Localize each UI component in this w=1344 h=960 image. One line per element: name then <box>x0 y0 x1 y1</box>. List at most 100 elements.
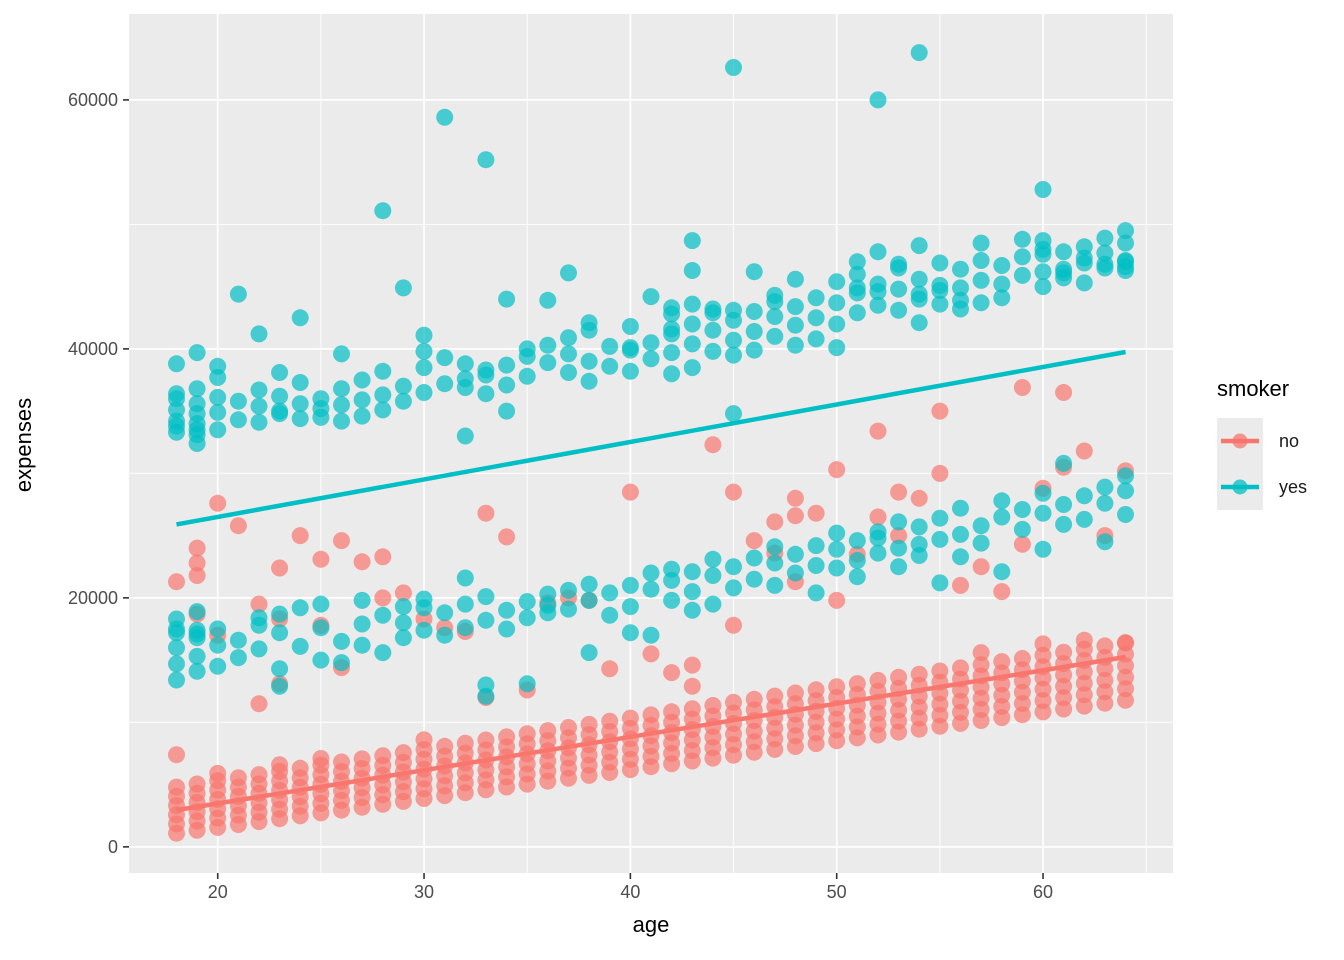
data-point-yes <box>725 346 742 364</box>
data-point-yes <box>1013 501 1031 518</box>
data-point-yes <box>848 253 866 271</box>
data-point-yes <box>828 339 846 357</box>
data-point-yes <box>168 610 185 628</box>
data-point-no <box>786 507 804 525</box>
data-point-no <box>1055 384 1073 401</box>
data-point-yes <box>374 644 392 662</box>
data-point-yes <box>910 44 928 62</box>
data-point-no <box>952 576 969 594</box>
data-point-no <box>725 616 742 634</box>
data-point-yes <box>333 345 350 363</box>
data-point-yes <box>725 59 742 76</box>
data-point-yes <box>477 361 495 379</box>
data-point-yes <box>663 299 681 317</box>
data-point-yes <box>931 295 949 313</box>
data-point-yes <box>415 384 433 401</box>
data-point-yes <box>271 387 289 405</box>
data-point-yes <box>168 385 185 403</box>
data-point-yes <box>291 395 309 413</box>
data-point-yes <box>910 518 928 536</box>
data-point-no <box>890 527 908 545</box>
data-point-yes <box>601 584 619 602</box>
data-point-no <box>188 554 206 572</box>
data-point-yes <box>704 300 722 318</box>
data-point-no <box>745 690 763 708</box>
data-point-yes <box>786 564 804 582</box>
data-point-no <box>291 527 309 545</box>
data-point-yes <box>869 296 887 314</box>
data-point-no <box>601 712 619 730</box>
data-point-yes <box>663 320 681 338</box>
data-point-no <box>1055 643 1073 661</box>
data-point-yes <box>353 371 371 389</box>
data-point-no <box>601 660 619 678</box>
data-point-yes <box>394 279 412 297</box>
data-point-yes <box>807 330 825 348</box>
data-point-yes <box>168 355 185 373</box>
data-point-yes <box>518 367 536 385</box>
legend-item-no: no <box>1217 418 1307 464</box>
legend-key-yes <box>1217 464 1263 510</box>
x-tick-label: 60 <box>1033 882 1054 902</box>
data-point-yes <box>291 309 309 327</box>
data-point-yes <box>1117 222 1134 240</box>
data-point-yes <box>250 381 268 399</box>
data-point-yes <box>890 539 908 557</box>
data-point-no <box>250 595 268 613</box>
x-tick-label: 30 <box>414 882 435 902</box>
data-point-yes <box>560 364 577 381</box>
legend-title: smoker <box>1217 376 1290 401</box>
data-point-yes <box>683 359 701 377</box>
data-point-yes <box>910 285 928 303</box>
data-point-yes <box>993 492 1011 510</box>
legend: smoker no yes <box>1217 376 1307 510</box>
data-point-yes <box>807 537 825 555</box>
data-point-yes <box>498 356 516 374</box>
data-point-no <box>498 728 516 746</box>
data-point-yes <box>1034 263 1052 281</box>
data-point-yes <box>209 636 227 654</box>
data-point-yes <box>890 301 908 319</box>
data-point-no <box>869 671 887 689</box>
data-point-yes <box>1075 238 1093 256</box>
data-point-no <box>972 558 990 576</box>
data-point-no <box>910 489 928 507</box>
data-point-yes <box>580 314 598 332</box>
data-point-yes <box>580 352 598 370</box>
data-point-no <box>333 753 350 771</box>
data-point-yes <box>353 636 371 654</box>
data-point-no <box>518 725 536 743</box>
data-point-yes <box>353 591 371 609</box>
data-point-no <box>683 700 701 718</box>
x-axis-title: age <box>632 912 670 937</box>
data-point-yes <box>394 392 412 410</box>
legend-label-no: no <box>1279 430 1300 451</box>
data-point-no <box>972 644 990 662</box>
data-point-yes <box>745 341 763 359</box>
data-point-yes <box>993 289 1011 307</box>
data-point-no <box>663 664 681 682</box>
data-point-yes <box>704 550 722 568</box>
data-point-no <box>745 532 763 550</box>
data-point-yes <box>910 270 928 288</box>
data-point-no <box>663 703 681 721</box>
data-point-yes <box>745 263 763 281</box>
trend-line-yes <box>176 349 1126 527</box>
data-point-yes <box>725 558 742 576</box>
data-point-yes <box>560 581 577 599</box>
data-point-yes <box>642 334 660 352</box>
data-point-no <box>786 684 804 702</box>
data-point-yes <box>518 340 536 358</box>
data-point-yes <box>910 314 928 332</box>
x-tick-label: 40 <box>620 882 641 902</box>
data-point-no <box>1117 634 1134 652</box>
data-point-yes <box>436 375 454 393</box>
data-point-no <box>931 402 949 420</box>
data-point-yes <box>869 243 887 261</box>
data-point-no <box>560 719 577 736</box>
data-point-yes <box>952 548 969 566</box>
data-point-no <box>972 656 990 674</box>
data-point-yes <box>168 639 185 657</box>
data-point-yes <box>518 609 536 627</box>
y-tick-label: 0 <box>107 836 118 857</box>
